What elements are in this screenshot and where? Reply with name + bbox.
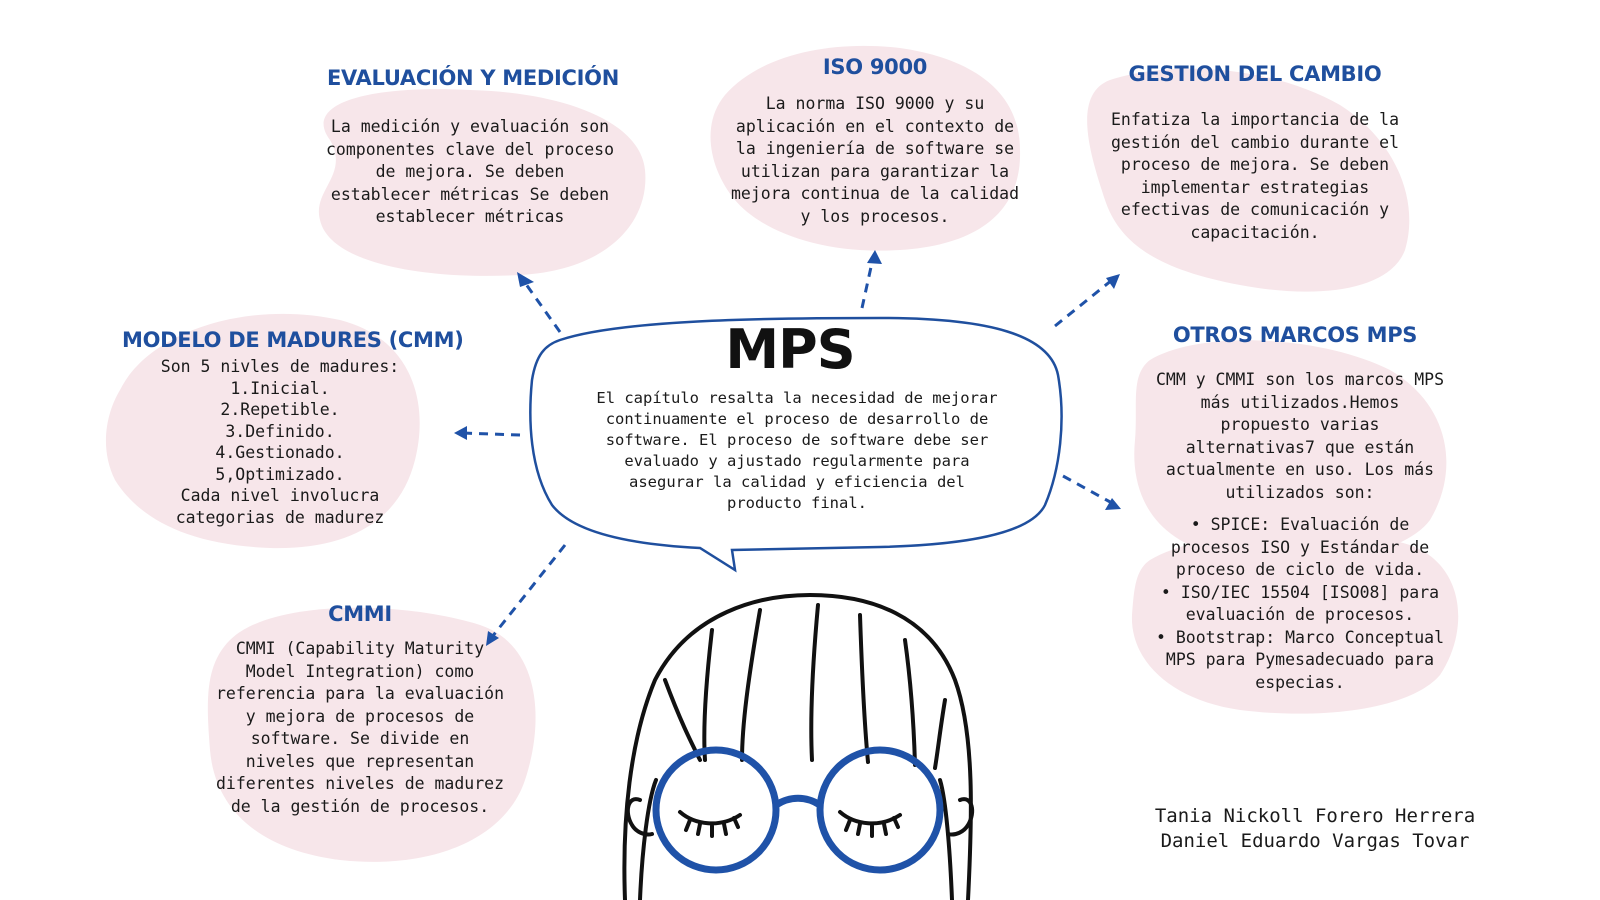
arrowhead-modelo: [454, 426, 467, 440]
arrow-cmmi: [490, 544, 567, 638]
text-otros: CMM y CMMI son los marcos MPS más utiliz…: [1155, 370, 1445, 502]
blob-otros-1: [1134, 340, 1447, 562]
girl-illustration: [622, 593, 975, 900]
text-cmmi: CMMI (Capability Maturity Model Integrat…: [215, 639, 505, 816]
text-modelo: Son 5 nivles de madures: 1.Inicial. 2.Re…: [160, 357, 400, 527]
glasses-icon: [652, 746, 944, 874]
arrow-modelo: [461, 431, 521, 437]
text-iso: La norma ISO 9000 y su aplicación en el …: [730, 94, 1020, 226]
text-evaluacion: La medición y evaluación son componentes…: [325, 117, 615, 226]
title-cmmi: CMMI: [328, 602, 392, 626]
arrow-gestion: [1054, 278, 1113, 328]
arrowhead-otros: [1105, 498, 1121, 510]
arrow-heads: [454, 250, 1121, 646]
arrowhead-iso: [867, 250, 882, 264]
arrowhead-gestion: [1106, 274, 1120, 289]
title-iso: ISO 9000: [822, 55, 928, 79]
arrow-iso: [860, 257, 875, 309]
blob-iso: [710, 45, 1021, 251]
speech-bubble: [529, 316, 1063, 573]
arrowhead-evaluacion: [517, 272, 534, 287]
title-otros: OTROS MARCOS MPS: [1172, 323, 1418, 347]
arrow-otros: [1062, 474, 1113, 505]
blob-gestion: [1087, 68, 1410, 292]
authors: Tania Nickoll Forero Herrera Daniel Edua…: [1154, 805, 1476, 852]
blob-modelo: [105, 313, 420, 549]
center-text: El capítulo resalta la necesidad de mejo…: [596, 389, 998, 512]
connector-arrows: [461, 257, 1113, 638]
arrowhead-cmmi: [486, 631, 499, 646]
blob-evaluacion: [318, 89, 646, 276]
arrow-evaluacion: [521, 279, 562, 333]
title-modelo: MODELO DE MADURES (CMM): [122, 328, 464, 352]
title-evaluacion: EVALUACIÓN Y MEDICIÓN: [326, 66, 620, 90]
list-otros: • SPICE: Evaluación de procesos ISO y Es…: [1155, 515, 1445, 692]
title-gestion: GESTION DEL CAMBIO: [1128, 62, 1382, 86]
blob-cmmi: [207, 607, 536, 862]
text-gestion: Enfatiza la importancia de la gestión de…: [1110, 110, 1400, 242]
blob-otros-2: [1131, 530, 1459, 714]
center-title: MPS: [725, 318, 855, 381]
